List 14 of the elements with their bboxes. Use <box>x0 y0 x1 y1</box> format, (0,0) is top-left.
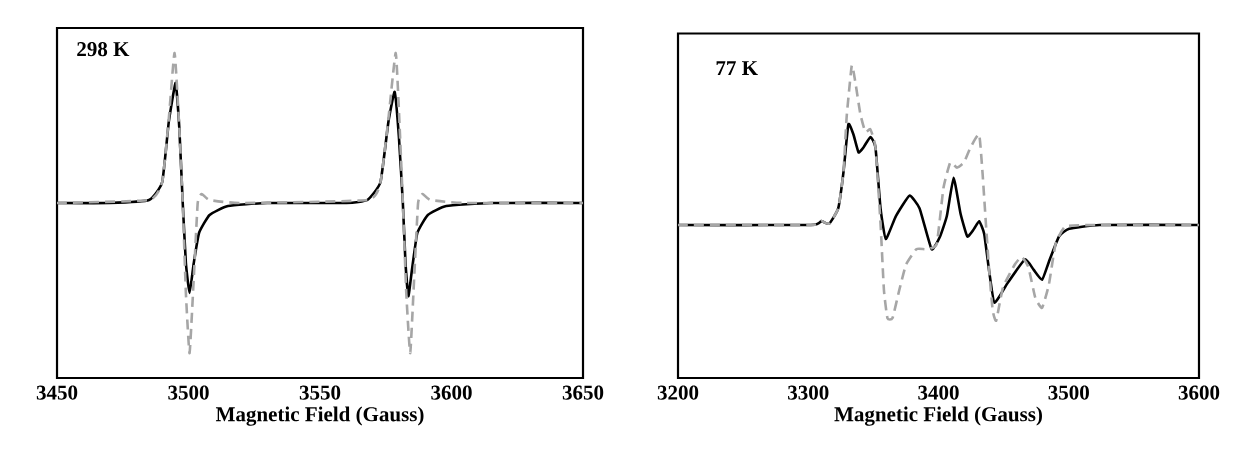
annotation: 77 K <box>716 61 758 75</box>
x-tick-label: 3650 <box>562 385 604 400</box>
x-tick-label: 3600 <box>1178 385 1220 400</box>
x-tick-label: 3450 <box>36 385 78 400</box>
x-axis-title: Magnetic Field (Gauss) <box>215 406 424 426</box>
x-tick-label: 3300 <box>788 385 829 400</box>
annotation: 298 K <box>77 42 130 57</box>
x-tick-label: 3400 <box>918 385 959 400</box>
x-tick-label: 3500 <box>168 385 209 400</box>
x-tick-label: 3500 <box>1048 385 1089 400</box>
x-axis-title: Magnetic Field (Gauss) <box>834 406 1042 426</box>
x-tick-label: 3550 <box>299 385 341 400</box>
x-tick-label: 3200 <box>657 385 699 400</box>
x-tick-label: 3600 <box>431 385 472 400</box>
